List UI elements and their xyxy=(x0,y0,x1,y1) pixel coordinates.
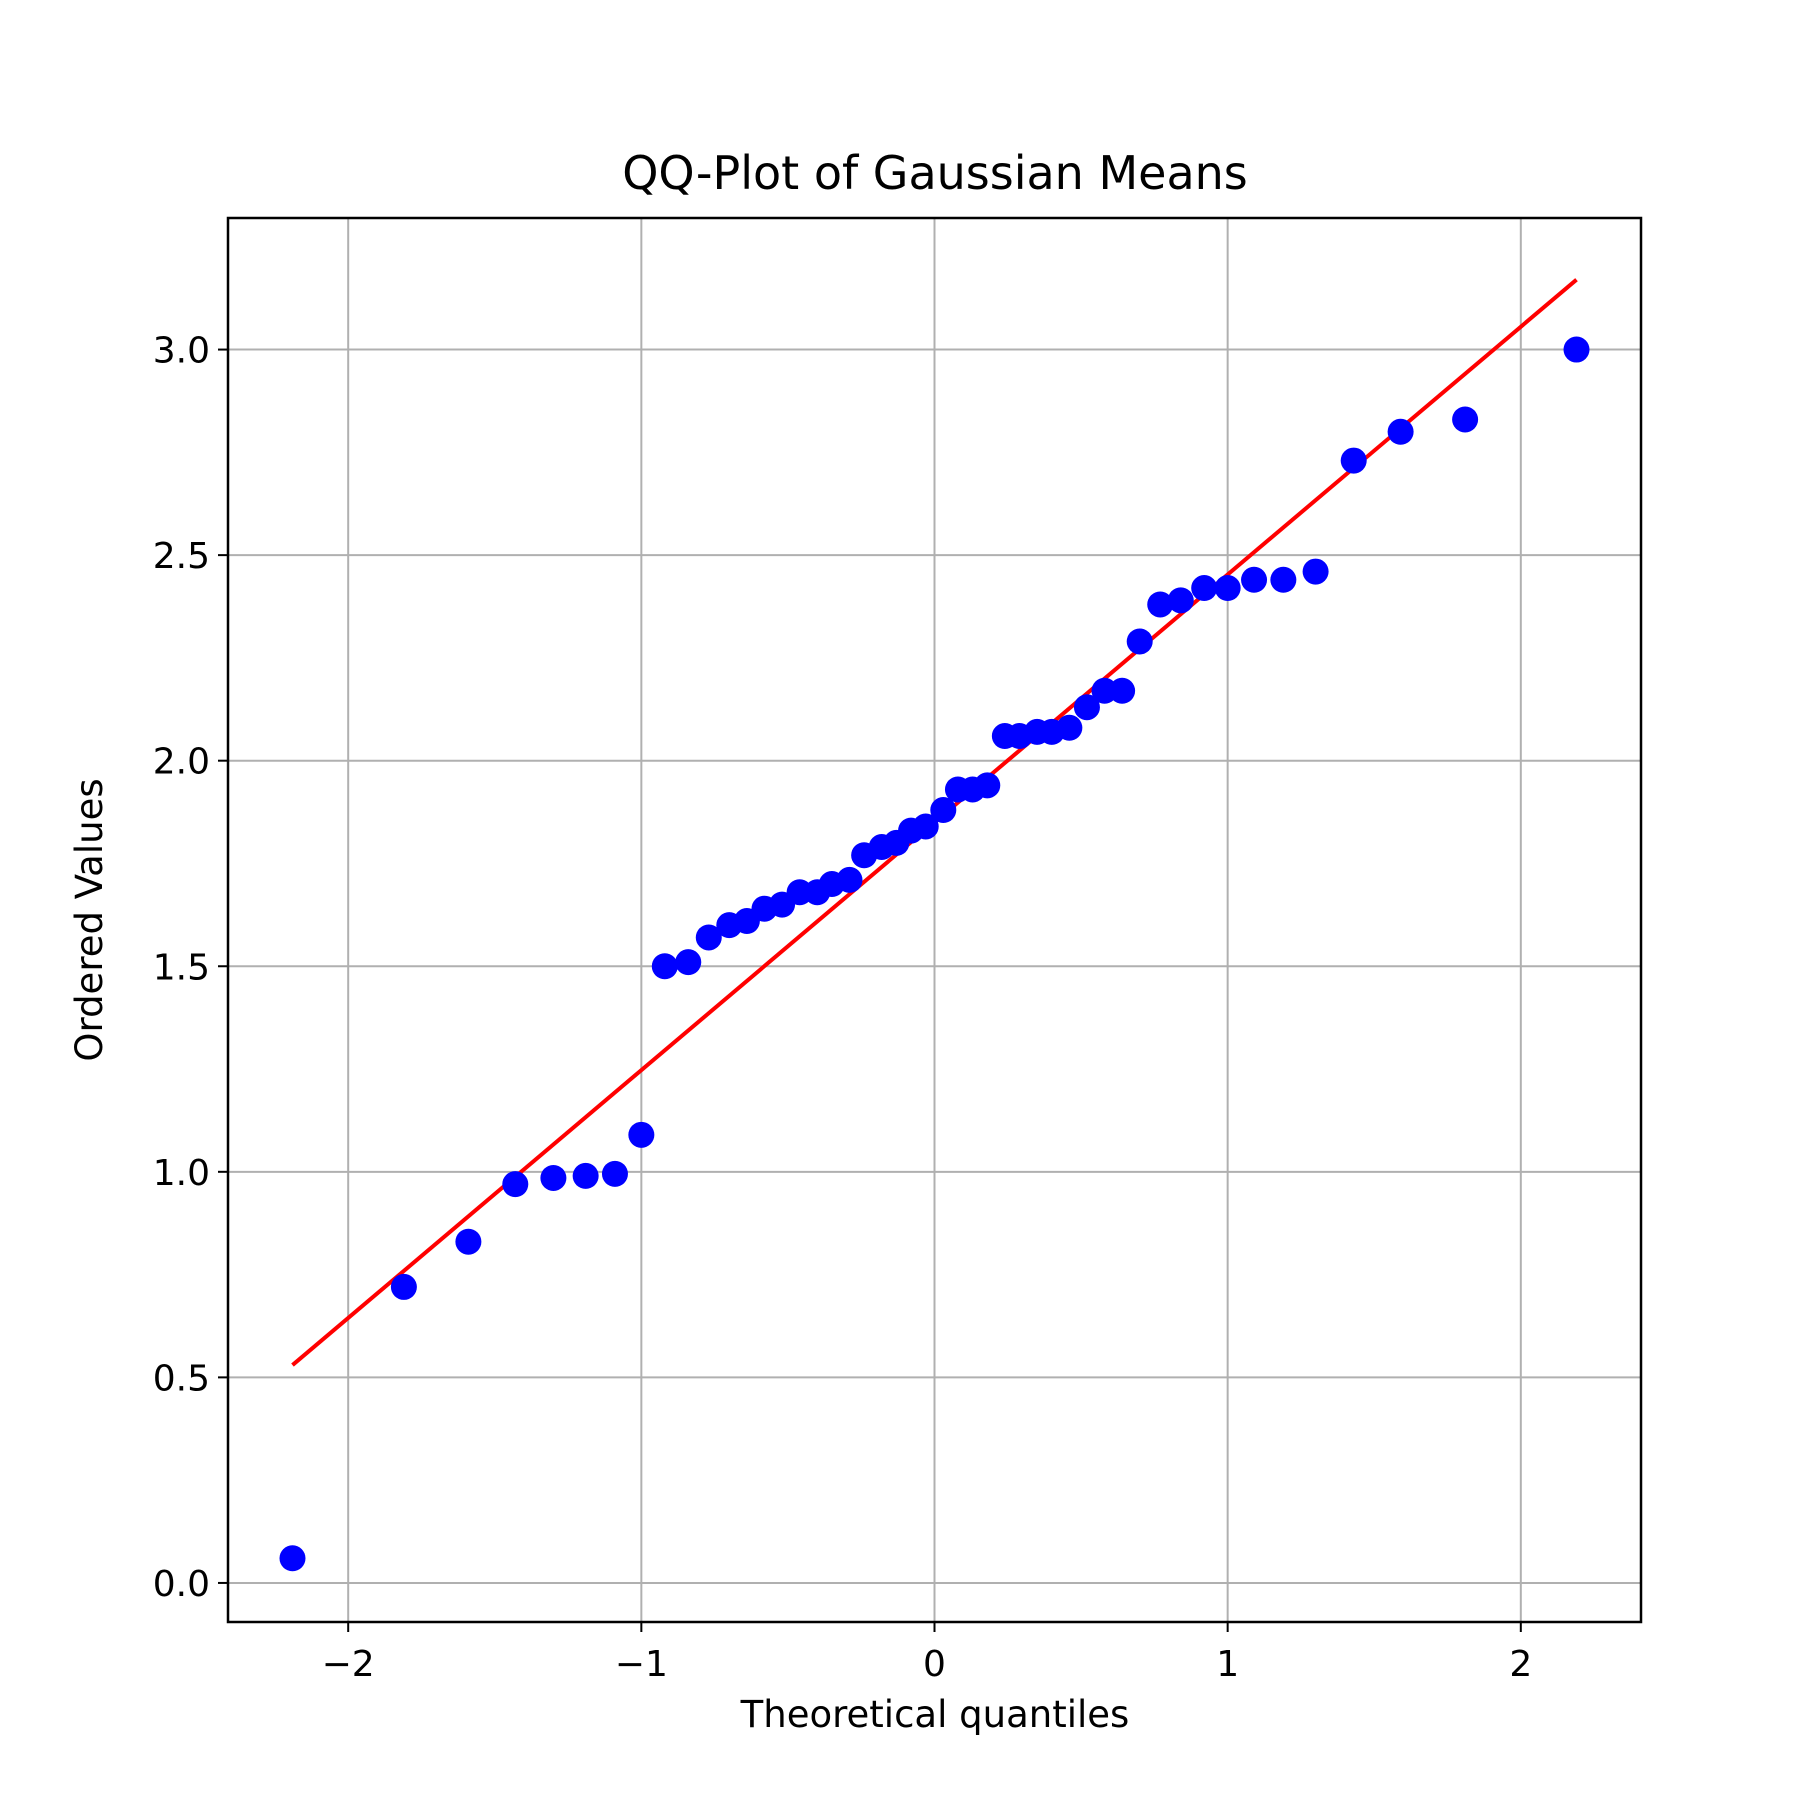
data-point xyxy=(1167,587,1194,614)
y-tick-label: 0.0 xyxy=(153,1564,210,1605)
data-point xyxy=(1241,566,1268,593)
data-point xyxy=(651,953,678,980)
data-point xyxy=(1109,677,1136,704)
data-points xyxy=(279,336,1590,1572)
data-point xyxy=(1387,418,1414,445)
data-point xyxy=(628,1121,655,1148)
axis-ticks: −2 −1 0 1 2 0.0 0.5 1.0 1.5 2.0 2.5 3.0 xyxy=(153,331,1533,1685)
data-point xyxy=(455,1228,482,1255)
data-point xyxy=(974,772,1001,799)
x-tick-label: −1 xyxy=(615,1644,668,1685)
data-point xyxy=(1452,406,1479,433)
data-point xyxy=(279,1545,306,1572)
x-tick-label: 1 xyxy=(1216,1644,1239,1685)
data-point xyxy=(695,924,722,951)
y-tick-label: 0.5 xyxy=(153,1358,210,1399)
data-point xyxy=(1340,447,1367,474)
data-point xyxy=(1191,575,1218,602)
data-point xyxy=(502,1171,529,1198)
data-point xyxy=(601,1160,628,1187)
x-tick-label: 0 xyxy=(923,1644,946,1685)
data-point xyxy=(1270,566,1297,593)
data-point xyxy=(1056,714,1083,741)
y-tick-label: 2.0 xyxy=(153,742,210,783)
data-point xyxy=(540,1164,567,1191)
x-tick-label: −2 xyxy=(322,1644,375,1685)
data-point xyxy=(912,813,939,840)
data-point xyxy=(1563,336,1590,363)
y-tick-label: 1.5 xyxy=(153,947,210,988)
y-tick-label: 2.5 xyxy=(153,536,210,577)
chart-title: QQ-Plot of Gaussian Means xyxy=(622,146,1248,200)
data-point xyxy=(1147,591,1174,618)
y-tick-label: 3.0 xyxy=(153,331,210,372)
y-tick-label: 1.0 xyxy=(153,1153,210,1194)
y-axis-label: Ordered Values xyxy=(68,778,111,1061)
data-point xyxy=(1126,628,1153,655)
data-point xyxy=(390,1273,417,1300)
grid-lines xyxy=(228,218,1641,1622)
data-point xyxy=(572,1162,599,1189)
data-point xyxy=(1214,575,1241,602)
data-point xyxy=(1302,558,1329,585)
data-point xyxy=(836,866,863,893)
x-tick-label: 2 xyxy=(1509,1644,1532,1685)
data-point xyxy=(1073,694,1100,721)
data-point xyxy=(930,797,957,824)
data-point xyxy=(675,949,702,976)
x-axis-label: Theoretical quantiles xyxy=(740,1693,1130,1736)
